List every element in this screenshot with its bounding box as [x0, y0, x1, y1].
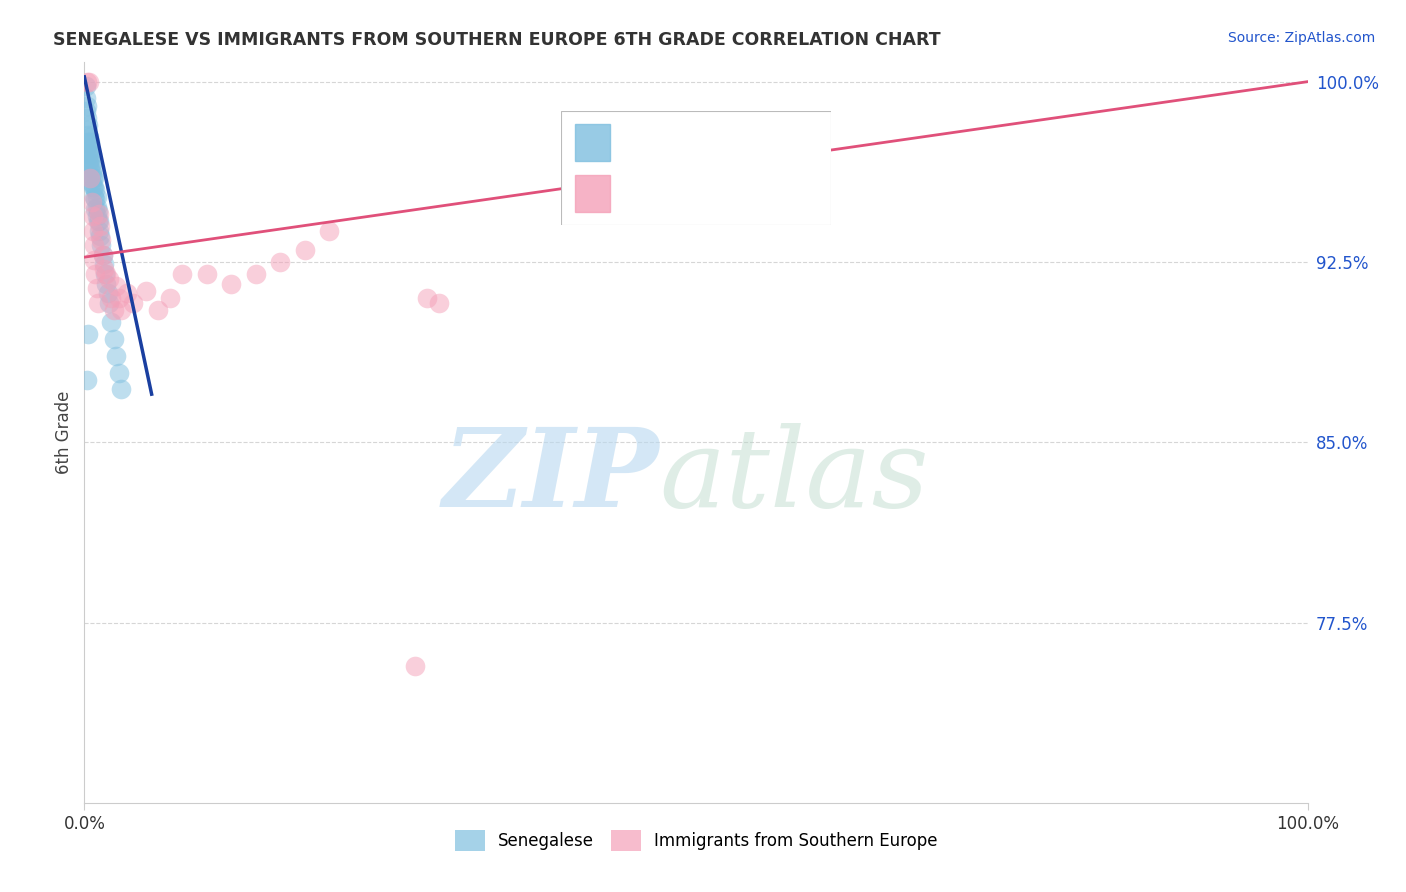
Point	[75, 91, 97, 105]
Point	[103, 332, 125, 346]
Point	[105, 279, 128, 293]
Point	[93, 262, 115, 277]
Point	[195, 267, 218, 281]
Point	[77, 130, 100, 145]
Point	[93, 257, 115, 271]
Point	[105, 349, 128, 363]
Point	[83, 170, 105, 185]
Point	[77, 146, 100, 161]
Point	[77, 146, 100, 161]
Point	[76, 122, 98, 136]
Point	[77, 156, 100, 170]
Point	[80, 194, 103, 209]
Point	[100, 315, 122, 329]
Point	[76, 99, 98, 113]
Point	[135, 284, 157, 298]
Point	[90, 238, 112, 252]
Point	[245, 267, 267, 281]
Point	[87, 214, 110, 228]
Point	[94, 267, 117, 281]
Point	[84, 193, 107, 207]
Point	[83, 190, 105, 204]
Point	[97, 295, 120, 310]
Point	[76, 111, 98, 125]
Point	[416, 291, 439, 305]
Point	[87, 207, 110, 221]
Point	[86, 200, 108, 214]
Point	[77, 327, 100, 342]
Text: atlas: atlas	[659, 424, 929, 531]
Point	[79, 161, 101, 176]
Point	[83, 252, 105, 267]
Point	[75, 103, 97, 118]
Point	[82, 209, 104, 223]
Point	[82, 170, 104, 185]
Point	[80, 156, 103, 170]
Point	[77, 128, 100, 142]
Point	[84, 202, 107, 216]
Point	[107, 291, 129, 305]
Text: ZIP: ZIP	[443, 424, 659, 531]
Point	[80, 166, 103, 180]
Y-axis label: 6th Grade: 6th Grade	[55, 391, 73, 475]
Point	[83, 238, 105, 252]
Point	[86, 209, 108, 223]
Point	[80, 176, 103, 190]
Point	[77, 135, 100, 149]
Text: SENEGALESE VS IMMIGRANTS FROM SOUTHERN EUROPE 6TH GRADE CORRELATION CHART: SENEGALESE VS IMMIGRANTS FROM SOUTHERN E…	[53, 31, 941, 49]
Point	[294, 243, 316, 257]
Point	[87, 295, 110, 310]
Point	[77, 118, 100, 132]
Point	[269, 255, 291, 269]
Point	[79, 142, 101, 156]
Point	[82, 180, 104, 194]
Point	[80, 146, 103, 161]
Point	[97, 272, 120, 286]
Point	[76, 75, 98, 89]
Point	[110, 303, 132, 318]
Point	[89, 219, 111, 233]
Point	[122, 295, 145, 310]
Point	[77, 75, 100, 89]
Point	[76, 373, 98, 387]
Point	[84, 267, 107, 281]
Point	[90, 233, 112, 247]
Point	[87, 224, 110, 238]
Legend: Senegalese, Immigrants from Southern Europe: Senegalese, Immigrants from Southern Eur…	[449, 823, 943, 857]
Point	[115, 286, 138, 301]
Point	[107, 366, 129, 380]
Point	[79, 135, 101, 149]
Point	[77, 137, 100, 152]
Point	[82, 161, 104, 176]
Point	[89, 228, 111, 243]
Point	[79, 170, 101, 185]
Point	[82, 224, 104, 238]
Point	[79, 152, 101, 166]
Point	[103, 303, 125, 318]
Point	[91, 248, 114, 262]
Point	[110, 382, 132, 396]
Point	[100, 291, 122, 305]
Point	[318, 224, 340, 238]
Point	[91, 248, 114, 262]
Point	[75, 79, 97, 94]
Point	[87, 214, 110, 228]
Text: Source: ZipAtlas.com: Source: ZipAtlas.com	[1227, 31, 1375, 45]
Point	[83, 180, 105, 194]
Point	[146, 303, 169, 318]
Point	[404, 658, 426, 673]
Point	[96, 267, 118, 281]
Point	[427, 295, 450, 310]
Point	[172, 267, 194, 281]
Point	[159, 291, 181, 305]
Point	[79, 170, 101, 185]
Point	[97, 286, 120, 301]
Point	[84, 183, 107, 197]
Point	[219, 277, 242, 291]
Point	[96, 277, 118, 291]
Point	[86, 190, 108, 204]
Point	[87, 204, 110, 219]
Point	[86, 281, 108, 295]
